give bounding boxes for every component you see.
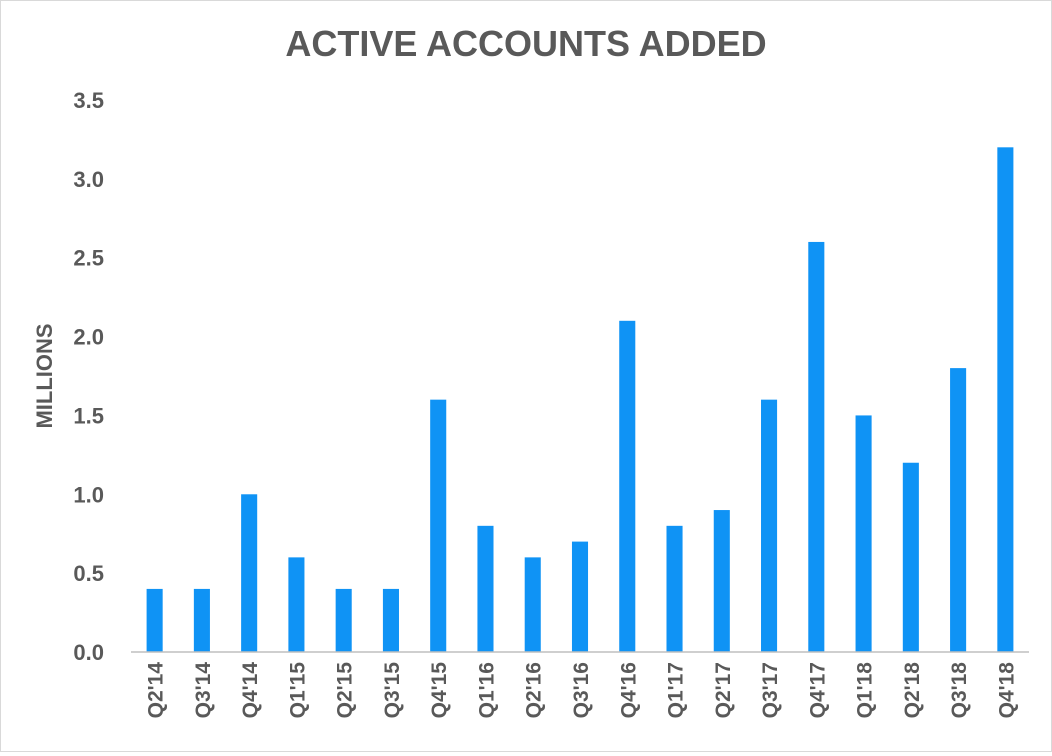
y-tick-label: 0.5 xyxy=(73,561,104,586)
bar xyxy=(666,525,683,652)
x-tick-label: Q2'17 xyxy=(712,662,735,718)
bar xyxy=(193,588,210,652)
x-tick-label: Q1'15 xyxy=(286,662,309,719)
bar xyxy=(288,557,305,652)
y-axis-label: MILLIONS xyxy=(32,323,57,428)
bar xyxy=(430,399,447,652)
x-tick-label: Q1'16 xyxy=(475,662,498,718)
y-tick-labels: 0.0 0.5 1.0 1.5 2.0 2.5 3.0 3.5 xyxy=(73,88,104,665)
bar xyxy=(808,241,825,652)
bar xyxy=(761,399,778,652)
bar xyxy=(571,541,589,652)
bar xyxy=(713,510,730,652)
x-tick-label: Q4'14 xyxy=(239,662,262,719)
x-tick-label: Q4'17 xyxy=(806,662,829,718)
y-tick-label: 3.0 xyxy=(73,167,104,192)
y-tick-label: 1.0 xyxy=(73,482,104,507)
x-tick-label: Q3'16 xyxy=(570,662,593,718)
chart-title: ACTIVE ACCOUNTS ADDED xyxy=(285,23,766,64)
bar xyxy=(619,320,636,652)
x-tick-label: Q3'18 xyxy=(948,662,971,719)
x-tick-label: Q2'15 xyxy=(334,662,357,719)
x-tick-label: Q4'16 xyxy=(617,662,640,718)
x-tick-label: Q3'15 xyxy=(381,662,404,719)
x-tick-label: Q2'14 xyxy=(145,662,168,719)
bar xyxy=(524,557,541,652)
x-tick-label: Q4'18 xyxy=(995,662,1018,719)
bar xyxy=(241,494,258,652)
bar xyxy=(382,588,399,652)
bar xyxy=(950,368,967,652)
x-tick-label: Q1'17 xyxy=(665,662,688,718)
x-tick-label: Q2'16 xyxy=(523,662,546,718)
bar xyxy=(855,415,872,652)
y-tick-label: 3.5 xyxy=(73,88,104,113)
bar xyxy=(477,525,494,652)
x-tick-label: Q1'18 xyxy=(854,662,877,719)
y-tick-label: 1.5 xyxy=(73,403,104,428)
x-tick-label: Q3'14 xyxy=(192,662,215,719)
bar xyxy=(902,462,919,652)
y-tick-label: 2.0 xyxy=(73,325,104,350)
x-tick-label: Q3'17 xyxy=(759,662,782,718)
y-tick-label: 2.5 xyxy=(73,246,104,271)
x-tick-labels: Q2'14 Q3'14 Q4'14 Q1'15 Q2'15 Q3'15 Q4'15 Q1'16… xyxy=(145,662,1019,719)
bars xyxy=(146,147,1014,653)
y-tick-label: 0.0 xyxy=(73,640,104,665)
bar xyxy=(335,588,352,652)
bar xyxy=(997,147,1014,653)
x-tick-label: Q4'15 xyxy=(428,662,451,719)
bar xyxy=(146,588,163,652)
x-tick-label: Q2'18 xyxy=(901,662,924,719)
